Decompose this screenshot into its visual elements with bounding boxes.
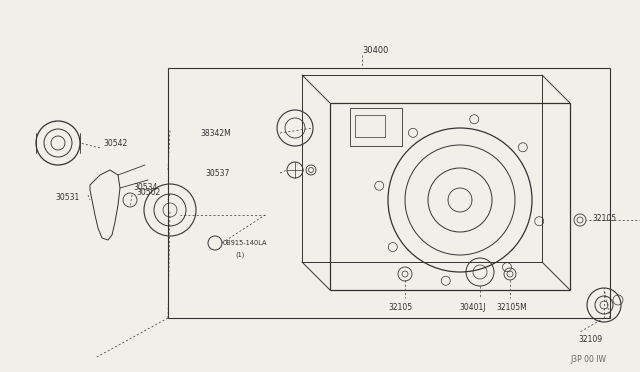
Text: 0B915-140LA: 0B915-140LA <box>223 240 268 246</box>
Text: 32109: 32109 <box>578 336 602 344</box>
Text: 30537: 30537 <box>205 169 229 177</box>
Text: 32105M: 32105M <box>496 304 527 312</box>
Text: 30401J: 30401J <box>459 304 486 312</box>
Text: 30531: 30531 <box>55 192 79 202</box>
Bar <box>350 108 402 146</box>
Text: 38342M: 38342M <box>200 128 231 138</box>
Text: 32105: 32105 <box>388 304 412 312</box>
Text: J3P 00 IW: J3P 00 IW <box>570 356 606 365</box>
Text: 30400: 30400 <box>362 45 388 55</box>
Text: 30542: 30542 <box>103 138 127 148</box>
Text: 32105: 32105 <box>592 214 616 222</box>
Text: (1): (1) <box>235 252 244 258</box>
Text: 30534: 30534 <box>133 183 157 192</box>
Bar <box>355 115 385 137</box>
Text: 30502: 30502 <box>136 187 160 196</box>
Bar <box>168 68 610 318</box>
Bar <box>330 103 570 290</box>
Bar <box>302 75 542 262</box>
